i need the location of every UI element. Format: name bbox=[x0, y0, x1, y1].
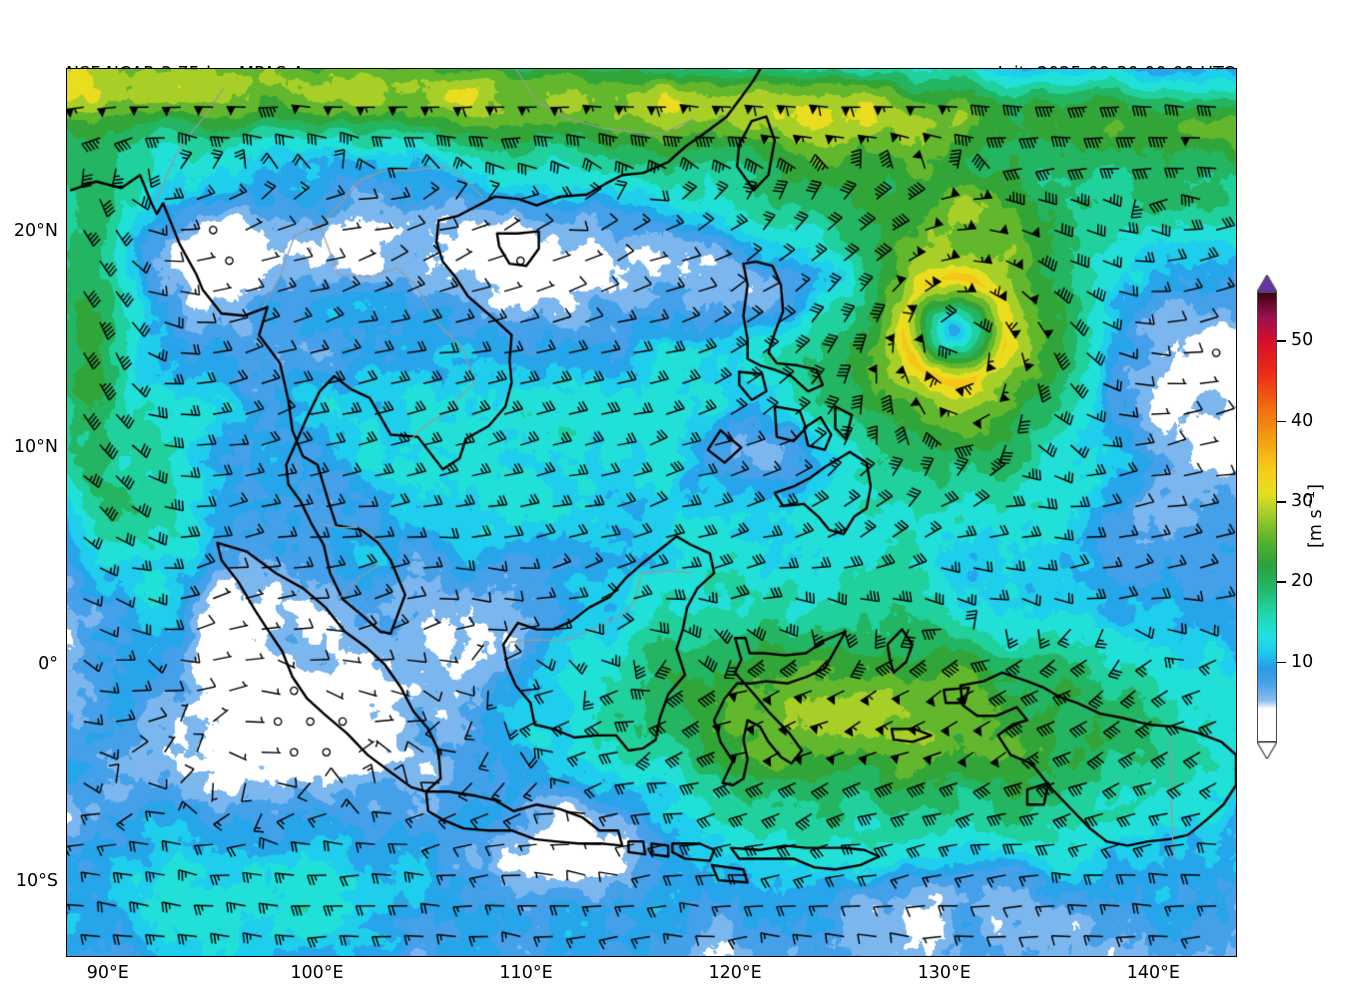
colorbar-tick-20 bbox=[1277, 581, 1286, 583]
colorbar-tick-label-20: 20 bbox=[1291, 571, 1314, 592]
colorbar-tick-label-50: 50 bbox=[1291, 330, 1314, 351]
colorbar-over-arrow bbox=[1257, 275, 1277, 292]
colorbar-tick-30 bbox=[1277, 500, 1286, 503]
colorbar: 10 20 30 40 50 bbox=[1257, 275, 1313, 759]
colorbar-tick-10 bbox=[1277, 661, 1286, 664]
y-tick-10°N: 10°N bbox=[13, 437, 58, 458]
colorbar-tick-40 bbox=[1277, 420, 1286, 423]
colorbar-tick-50 bbox=[1277, 340, 1286, 342]
colorbar-tick-label-10: 10 bbox=[1291, 651, 1314, 672]
y-tick-10°S: 10°S bbox=[15, 871, 58, 892]
x-tick-100°E: 100°E bbox=[290, 963, 344, 983]
x-tick-140°E: 140°E bbox=[1126, 963, 1180, 983]
colorbar-gradient bbox=[1257, 292, 1277, 742]
colorbar-under-arrow bbox=[1257, 742, 1277, 759]
x-tick-120°E: 120°E bbox=[708, 963, 762, 983]
colorbar-unit-label: [m s−1] bbox=[1302, 484, 1326, 548]
wind-speed-map-canvas bbox=[67, 69, 1236, 956]
colorbar-tick-label-30: 30 bbox=[1291, 490, 1314, 511]
map-plot-area bbox=[66, 68, 1237, 957]
y-tick-0°: 0° bbox=[38, 654, 58, 675]
colorbar-tick-label-40: 40 bbox=[1291, 410, 1314, 431]
x-tick-90°E: 90°E bbox=[86, 963, 129, 983]
x-tick-130°E: 130°E bbox=[917, 963, 971, 983]
y-tick-20°N: 20°N bbox=[13, 220, 58, 241]
x-tick-110°E: 110°E bbox=[499, 963, 553, 983]
